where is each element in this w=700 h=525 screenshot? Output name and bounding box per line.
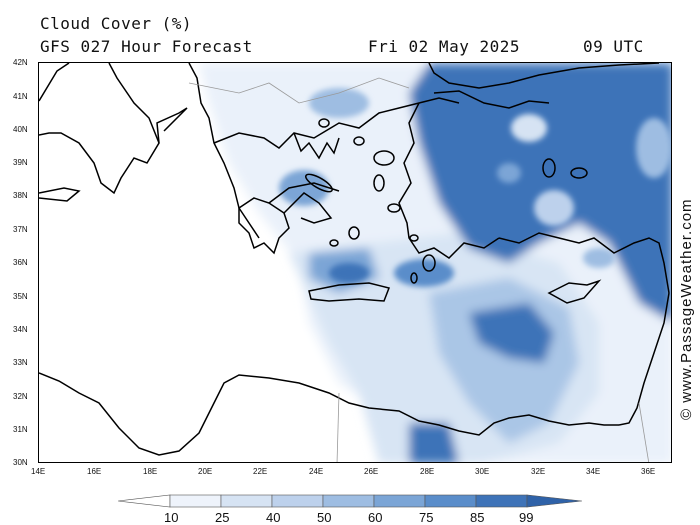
legend-label: 50 xyxy=(317,510,332,525)
lat-label: 32N xyxy=(13,392,28,401)
coast-levant xyxy=(618,292,670,426)
legend-cell xyxy=(526,494,582,508)
island-naxos xyxy=(348,226,360,240)
coast-marmara xyxy=(433,90,550,109)
lat-label: 40N xyxy=(13,125,28,134)
coast-gulf xyxy=(268,182,340,204)
lat-label: 39N xyxy=(13,158,28,167)
lat-label: 34N xyxy=(13,325,28,334)
legend-label: 25 xyxy=(215,510,230,525)
lon-label: 20E xyxy=(198,467,213,476)
island-lake-turkey xyxy=(542,158,556,178)
island-evia xyxy=(305,173,333,193)
island-limnos xyxy=(353,136,365,146)
forecast-date: Fri 02 May 2025 xyxy=(368,37,520,56)
lon-label: 24E xyxy=(309,467,324,476)
lon-label: 34E xyxy=(586,467,601,476)
legend-cell xyxy=(475,494,528,508)
legend-label: 40 xyxy=(266,510,281,525)
clear-patch-4 xyxy=(636,118,671,178)
lon-label: 30E xyxy=(475,467,490,476)
coast-crete xyxy=(308,282,391,302)
coast-turkey-west xyxy=(398,102,500,259)
island-cyclades xyxy=(329,239,339,247)
island-lesvos xyxy=(373,150,395,166)
legend-cell xyxy=(220,494,273,508)
credit-watermark: © www.PassageWeather.com xyxy=(678,198,695,420)
lat-label: 41N xyxy=(13,92,28,101)
island-karpathos xyxy=(410,272,418,284)
forecast-time: 09 UTC xyxy=(583,37,644,56)
lat-label: 38N xyxy=(13,191,28,200)
coast-sicily xyxy=(39,187,81,202)
cloud-north-aegean xyxy=(309,88,369,118)
legend-cell xyxy=(271,494,324,508)
map-canvas xyxy=(39,63,671,462)
clear-ionian xyxy=(89,93,229,333)
legend-cell xyxy=(424,494,477,508)
legend-cell xyxy=(118,494,171,508)
cloud-dark-northeast xyxy=(409,63,671,322)
border-libya-egypt xyxy=(336,392,340,462)
lat-label: 33N xyxy=(13,358,28,367)
cloud-crete xyxy=(394,259,454,287)
coast-peloponnese xyxy=(238,197,290,255)
cloud-cover-map xyxy=(38,62,672,463)
legend-cell xyxy=(373,494,426,508)
coast-attica xyxy=(283,192,333,224)
cloud-west-crete xyxy=(329,263,369,283)
island-kos xyxy=(409,234,419,242)
cloud-dark-south xyxy=(409,423,459,462)
lat-label: 37N xyxy=(13,225,28,234)
lat-label: 36N xyxy=(13,258,28,267)
forecast-model: GFS 027 Hour Forecast xyxy=(40,37,253,56)
lon-label: 22E xyxy=(253,467,268,476)
island-rhodes xyxy=(422,254,436,272)
clear-libya xyxy=(79,313,299,433)
coast-chalkidiki xyxy=(293,132,340,160)
lon-label: 32E xyxy=(531,467,546,476)
border-balkans xyxy=(188,77,410,104)
island-chios xyxy=(373,174,385,192)
lon-label: 16E xyxy=(87,467,102,476)
lat-label: 42N xyxy=(13,58,28,67)
clear-patch-1 xyxy=(511,114,547,142)
lon-label: 14E xyxy=(31,467,46,476)
chart-title: Cloud Cover (%) xyxy=(40,14,192,33)
legend-label: 99 xyxy=(519,510,534,525)
lon-label: 26E xyxy=(364,467,379,476)
island-samos xyxy=(387,203,401,213)
clear-patch-5 xyxy=(497,163,521,183)
coast-italy-heel xyxy=(156,107,188,144)
coast-balkans-west xyxy=(188,63,260,239)
border-israel xyxy=(638,402,650,462)
legend-label: 85 xyxy=(470,510,485,525)
coast-italy xyxy=(39,63,160,195)
lon-label: 36E xyxy=(641,467,656,476)
cloud-dark-central xyxy=(469,303,554,363)
legend-label: 60 xyxy=(368,510,383,525)
legend-cell xyxy=(169,494,222,508)
colorbar-legend xyxy=(118,494,582,508)
legend-cell xyxy=(322,494,375,508)
lat-label: 31N xyxy=(13,425,28,434)
lon-label: 18E xyxy=(143,467,158,476)
cloud-field xyxy=(79,63,671,462)
island-lake-2 xyxy=(570,167,588,179)
coast-turkey-south xyxy=(498,232,670,294)
lon-label: 28E xyxy=(420,467,435,476)
coast-cyprus xyxy=(547,279,602,304)
lat-label: 30N xyxy=(13,458,28,467)
cloud-greece xyxy=(279,170,329,206)
legend-label: 75 xyxy=(419,510,434,525)
coast-black-sea xyxy=(428,63,660,89)
country-borders xyxy=(188,77,650,462)
lat-label: 35N xyxy=(13,292,28,301)
clear-patch-3 xyxy=(583,248,615,268)
clear-patch-2 xyxy=(534,190,574,226)
legend-label: 10 xyxy=(164,510,179,525)
island-thasos xyxy=(318,118,330,128)
